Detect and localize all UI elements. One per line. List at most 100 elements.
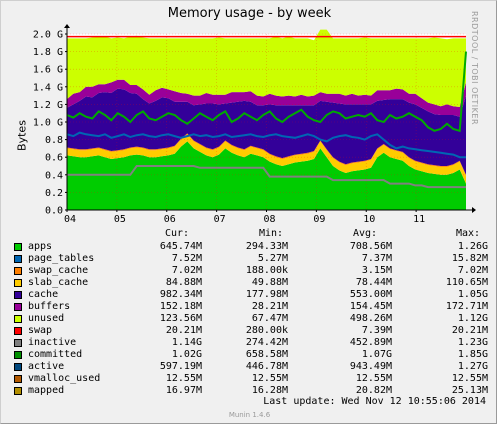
- legend-min: 446.78M: [245, 361, 288, 372]
- legend-max: 1.23G: [457, 337, 488, 348]
- legend-row-active: active 597.19M 446.78M 943.49M 1.27G: [1, 361, 497, 373]
- x-tick-label: 05: [114, 214, 126, 225]
- area-slab-cache: [67, 134, 466, 184]
- legend-max: 1.05G: [457, 289, 488, 300]
- header-max: Max:: [456, 228, 481, 239]
- x-axis-arrow: [472, 207, 476, 213]
- legend-max: 1.26G: [457, 241, 488, 252]
- legend-min: 67.47M: [251, 313, 288, 324]
- legend-avg: 553.00M: [349, 289, 392, 300]
- legend-cur: 645.74M: [159, 241, 202, 252]
- legend-name: slab_cache: [28, 277, 89, 288]
- legend-min: 274.42M: [245, 337, 288, 348]
- legend-swatch: [14, 363, 22, 371]
- legend-avg: 154.45M: [349, 301, 392, 312]
- y-tick-label: 1.8 G: [33, 47, 63, 58]
- legend-cur: 12.55M: [165, 373, 202, 384]
- header-min: Min:: [259, 228, 284, 239]
- legend-min: 12.55M: [251, 373, 288, 384]
- legend-row-committed: committed 1.02G 658.58M 1.07G 1.85G: [1, 349, 497, 361]
- legend-name: inactive: [28, 337, 77, 348]
- legend-max: 25.13M: [451, 385, 488, 396]
- x-tick-label: 10: [363, 214, 375, 225]
- legend-swatch: [14, 327, 22, 335]
- area-buffers: [67, 79, 466, 117]
- legend-avg: 20.82M: [355, 385, 392, 396]
- header-avg: Avg:: [353, 228, 378, 239]
- legend-name: apps: [28, 241, 53, 252]
- axes: [64, 24, 476, 213]
- x-tick-label: 04: [64, 214, 76, 225]
- x-tick-label: 06: [164, 214, 176, 225]
- legend-row-vmalloc-used: vmalloc_used 12.55M 12.55M 12.55M 12.55M: [1, 373, 497, 385]
- legend-row-apps: apps 645.74M 294.33M 708.56M 1.26G: [1, 241, 497, 253]
- legend-avg: 7.37M: [361, 253, 392, 264]
- legend-swatch: [14, 255, 22, 263]
- line-inactive: [67, 165, 466, 189]
- legend-row-swap-cache: swap_cache 7.02M 188.00k 3.15M 7.02M: [1, 265, 497, 277]
- legend-name: cache: [28, 289, 59, 300]
- legend-swatch: [14, 387, 22, 395]
- legend-row-slab-cache: slab_cache 84.88M 49.88M 78.44M 110.65M: [1, 277, 497, 289]
- legend-name: unused: [28, 313, 65, 324]
- legend-row-swap: swap 20.21M 280.00k 7.39M 20.21M: [1, 325, 497, 337]
- last-update: Last update: Wed Nov 12 10:55:06 2014: [263, 396, 486, 407]
- legend-name: buffers: [28, 301, 71, 312]
- legend-max: 7.02M: [457, 265, 488, 276]
- legend-swatch: [14, 279, 22, 287]
- legend-avg: 498.26M: [349, 313, 392, 324]
- legend-swatch: [14, 351, 22, 359]
- legend-avg: 12.55M: [355, 373, 392, 384]
- munin-version: Munin 1.4.6: [228, 411, 271, 419]
- legend-max: 20.21M: [451, 325, 488, 336]
- header-cur: Cur:: [165, 228, 190, 239]
- y-tick-label: 1.2 G: [33, 100, 63, 111]
- y-tick-label: 1.4 G: [33, 82, 63, 93]
- y-tick-label: 0.6: [45, 153, 63, 164]
- chart-plot: 0.0 0.2 0.4 0.6 0.8 1.0 G 1.2 G 1.4 G 1.6 G 1.8 G…: [33, 24, 476, 225]
- legend-name: vmalloc_used: [28, 373, 101, 384]
- legend-avg: 452.89M: [349, 337, 392, 348]
- legend-cur: 16.97M: [165, 385, 202, 396]
- legend-max: 12.55M: [451, 373, 488, 384]
- area-unused: [67, 29, 466, 108]
- legend-min: 28.21M: [251, 301, 288, 312]
- legend-name: mapped: [28, 385, 65, 396]
- legend-min: 16.28M: [251, 385, 288, 396]
- legend-name: swap_cache: [28, 265, 89, 276]
- legend-cur: 84.88M: [165, 277, 202, 288]
- line-series: [66, 35, 467, 189]
- legend-row-inactive: inactive 1.14G 274.42M 452.89M 1.23G: [1, 337, 497, 349]
- legend-min: 177.98M: [245, 289, 288, 300]
- y-tick-label: 2.0 G: [33, 30, 63, 41]
- x-tick-label: 07: [214, 214, 226, 225]
- legend-swatch: [14, 303, 22, 311]
- legend-swatch: [14, 375, 22, 383]
- x-tick-label: 08: [263, 214, 275, 225]
- legend-swatch: [14, 339, 22, 347]
- legend-avg: 943.49M: [349, 361, 392, 372]
- legend-swatch: [14, 267, 22, 275]
- area-layers: [67, 29, 466, 210]
- area-apps: [67, 141, 466, 210]
- legend-avg: 7.39M: [361, 325, 392, 336]
- legend-name: swap: [28, 325, 53, 336]
- legend-row-buffers: buffers 152.18M 28.21M 154.45M 172.71M: [1, 301, 497, 313]
- legend-avg: 1.07G: [361, 349, 392, 360]
- legend-cur: 152.18M: [159, 301, 202, 312]
- y-tick-label: 0.0: [45, 206, 63, 217]
- line-active: [66, 131, 466, 159]
- legend-max: 172.71M: [445, 301, 488, 312]
- legend-max: 1.27G: [457, 361, 488, 372]
- legend-max: 110.65M: [445, 277, 488, 288]
- legend-avg: 78.44M: [355, 277, 392, 288]
- legend-cur: 123.56M: [159, 313, 202, 324]
- legend-avg: 708.56M: [349, 241, 392, 252]
- legend-min: 658.58M: [245, 349, 288, 360]
- x-tick-label: 11: [413, 214, 425, 225]
- y-tick-label: 0.2: [45, 188, 63, 199]
- legend-name: page_tables: [28, 253, 95, 264]
- legend-cur: 1.14G: [171, 337, 202, 348]
- x-tick-labels: 04 05 06 07 08 09 10 11: [64, 210, 425, 225]
